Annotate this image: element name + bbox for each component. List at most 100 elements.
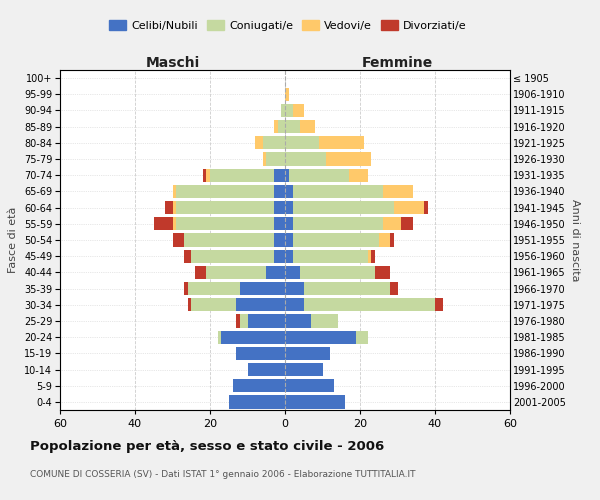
Bar [304, 298, 435, 312]
Bar [274, 120, 277, 134]
Text: Femmine: Femmine [362, 56, 433, 70]
Bar [229, 396, 285, 408]
Bar [236, 314, 240, 328]
Bar [285, 314, 311, 328]
Y-axis label: Fasce di età: Fasce di età [8, 207, 19, 273]
Y-axis label: Anni di nascita: Anni di nascita [569, 198, 580, 281]
Bar [274, 168, 285, 182]
Bar [356, 330, 367, 344]
Bar [285, 152, 326, 166]
Bar [274, 185, 285, 198]
Bar [266, 152, 285, 166]
Bar [274, 234, 285, 246]
Bar [176, 217, 274, 230]
Bar [173, 201, 176, 214]
Bar [206, 168, 210, 182]
Bar [184, 282, 187, 295]
Bar [285, 201, 293, 214]
Bar [154, 217, 173, 230]
Bar [300, 120, 315, 134]
Bar [285, 363, 323, 376]
Bar [285, 379, 334, 392]
Bar [285, 217, 293, 230]
Bar [218, 330, 221, 344]
Bar [191, 250, 274, 263]
Bar [383, 185, 413, 198]
Bar [285, 136, 319, 149]
Text: Popolazione per età, sesso e stato civile - 2006: Popolazione per età, sesso e stato civil… [30, 440, 384, 453]
Bar [285, 298, 304, 312]
Bar [326, 152, 371, 166]
Bar [266, 266, 285, 279]
Bar [263, 136, 285, 149]
Bar [274, 250, 285, 263]
Legend: Celibi/Nubili, Coniugati/e, Vedovi/e, Divorziati/e: Celibi/Nubili, Coniugati/e, Vedovi/e, Di… [105, 16, 471, 35]
Bar [236, 346, 285, 360]
Bar [285, 346, 330, 360]
Bar [285, 266, 300, 279]
Bar [285, 234, 293, 246]
Bar [289, 168, 349, 182]
Bar [184, 250, 191, 263]
Bar [173, 217, 176, 230]
Bar [248, 363, 285, 376]
Bar [293, 234, 379, 246]
Bar [191, 298, 236, 312]
Bar [187, 282, 240, 295]
Bar [379, 234, 390, 246]
Bar [293, 104, 304, 117]
Bar [300, 266, 375, 279]
Bar [293, 250, 367, 263]
Bar [187, 298, 191, 312]
Bar [274, 217, 285, 230]
Bar [233, 379, 285, 392]
Bar [240, 314, 248, 328]
Bar [383, 217, 401, 230]
Bar [311, 314, 337, 328]
Bar [240, 282, 285, 295]
Text: COMUNE DI COSSERIA (SV) - Dati ISTAT 1° gennaio 2006 - Elaborazione TUTTITALIA.I: COMUNE DI COSSERIA (SV) - Dati ISTAT 1° … [30, 470, 415, 479]
Text: Maschi: Maschi [145, 56, 200, 70]
Bar [173, 185, 176, 198]
Bar [367, 250, 371, 263]
Bar [285, 185, 293, 198]
Bar [285, 250, 293, 263]
Bar [281, 104, 285, 117]
Bar [210, 168, 274, 182]
Bar [390, 234, 394, 246]
Bar [248, 314, 285, 328]
Bar [285, 120, 300, 134]
Bar [293, 185, 383, 198]
Bar [375, 266, 390, 279]
Bar [319, 136, 364, 149]
Bar [277, 120, 285, 134]
Bar [285, 282, 304, 295]
Bar [285, 396, 345, 408]
Bar [435, 298, 443, 312]
Bar [390, 282, 398, 295]
Bar [293, 217, 383, 230]
Bar [203, 168, 206, 182]
Bar [285, 88, 289, 101]
Bar [255, 136, 263, 149]
Bar [371, 250, 375, 263]
Bar [184, 234, 274, 246]
Bar [195, 266, 206, 279]
Bar [263, 152, 266, 166]
Bar [394, 201, 424, 214]
Bar [176, 185, 274, 198]
Bar [236, 298, 285, 312]
Bar [349, 168, 367, 182]
Bar [304, 282, 390, 295]
Bar [165, 201, 173, 214]
Bar [401, 217, 413, 230]
Bar [285, 104, 293, 117]
Bar [176, 201, 274, 214]
Bar [274, 201, 285, 214]
Bar [424, 201, 427, 214]
Bar [206, 266, 266, 279]
Bar [221, 330, 285, 344]
Bar [285, 168, 289, 182]
Bar [285, 330, 356, 344]
Bar [173, 234, 184, 246]
